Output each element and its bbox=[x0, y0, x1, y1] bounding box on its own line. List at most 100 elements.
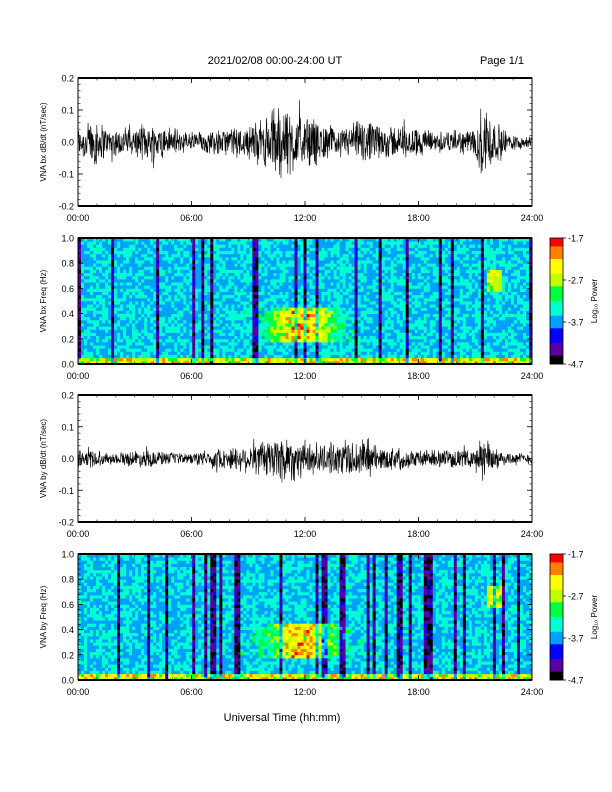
spectrogram-cell bbox=[432, 238, 437, 242]
spectrogram-cell bbox=[210, 304, 214, 308]
spectrogram-cell bbox=[279, 301, 283, 305]
spectrogram-cell bbox=[249, 360, 253, 365]
spectrogram-cell bbox=[171, 313, 175, 318]
spectrogram-cell bbox=[351, 297, 356, 302]
spectrogram-cell bbox=[99, 285, 103, 289]
spectrogram-cell bbox=[330, 263, 334, 267]
spectrogram-cell bbox=[252, 260, 256, 264]
spectrogram-cell bbox=[264, 238, 268, 242]
spectrogram-cell bbox=[375, 329, 380, 333]
spectrogram-cell bbox=[222, 323, 226, 327]
spectrogram-cell bbox=[282, 285, 286, 289]
spectrogram-cell bbox=[318, 282, 322, 286]
spectrogram-cell bbox=[213, 338, 217, 343]
spectrogram-cell bbox=[150, 282, 154, 286]
spectrogram-cell bbox=[177, 360, 181, 365]
spectrogram-cell bbox=[297, 250, 301, 255]
spectrogram-cell bbox=[180, 294, 184, 299]
spectrogram-cell bbox=[225, 256, 229, 261]
spectrogram-cell bbox=[324, 316, 328, 321]
spectrogram-cell bbox=[432, 332, 437, 337]
spectrogram-cell bbox=[93, 304, 97, 308]
spectrogram-cell bbox=[420, 310, 425, 314]
spectrogram-cell bbox=[273, 253, 277, 258]
spectrogram-cell bbox=[345, 263, 349, 267]
spectrogram-cell bbox=[180, 319, 184, 324]
spectrogram-cell bbox=[354, 310, 359, 314]
spectrogram-cell bbox=[141, 323, 145, 327]
spectrogram-cell bbox=[381, 288, 386, 292]
spectrogram-cell bbox=[396, 323, 401, 327]
spectrogram-cell bbox=[318, 241, 322, 245]
spectrogram-cell bbox=[270, 266, 274, 270]
spectrogram-cell bbox=[438, 348, 443, 352]
spectrogram-cell bbox=[411, 278, 416, 283]
spectrogram-cell bbox=[297, 278, 301, 283]
spectrogram-cell bbox=[423, 351, 428, 355]
spectrogram-cell bbox=[396, 294, 401, 299]
spectrogram-cell bbox=[237, 275, 241, 280]
spectrogram-cell bbox=[162, 256, 166, 261]
spectrogram-cell bbox=[216, 294, 220, 299]
spectrogram-cell bbox=[330, 360, 334, 365]
spectrogram-cell bbox=[222, 285, 226, 289]
spectrogram-cell bbox=[273, 269, 277, 274]
spectrogram-cell bbox=[354, 263, 359, 267]
spectrogram-cell bbox=[255, 294, 259, 299]
spectrogram-cell bbox=[207, 266, 211, 270]
spectrogram-cell bbox=[180, 291, 184, 296]
spectrogram-cell bbox=[246, 345, 250, 349]
spectrogram-cell bbox=[162, 301, 166, 305]
spectrogram-cell bbox=[141, 316, 145, 321]
spectrogram-cell bbox=[228, 291, 232, 296]
spectrogram-cell bbox=[261, 272, 265, 277]
spectrogram-cell bbox=[375, 345, 380, 349]
spectrogram-cell bbox=[327, 294, 331, 299]
spectrogram-cell bbox=[390, 310, 395, 314]
spectrogram-cell bbox=[174, 348, 178, 352]
spectrogram-cell bbox=[381, 329, 386, 333]
spectrogram-cell bbox=[309, 244, 313, 248]
spectrogram-cell bbox=[285, 247, 289, 251]
spectrogram-cell bbox=[246, 269, 250, 274]
spectrogram-cell bbox=[261, 260, 265, 264]
spectrogram-cell bbox=[399, 354, 404, 359]
spectrogram-cell bbox=[192, 297, 196, 302]
spectrogram-cell bbox=[99, 278, 103, 283]
spectrogram-cell bbox=[321, 297, 325, 302]
spectrogram-cell bbox=[198, 266, 202, 270]
spectrogram-cell bbox=[120, 301, 124, 305]
spectrogram-cell bbox=[117, 278, 121, 283]
spectrogram-cell bbox=[267, 323, 271, 327]
spectrogram-cell bbox=[195, 260, 199, 264]
spectrogram-cell bbox=[414, 266, 419, 270]
spectrogram-cell bbox=[249, 253, 253, 258]
spectrogram-cell bbox=[234, 288, 238, 292]
spectrogram-cell bbox=[150, 247, 154, 251]
spectrogram-cell bbox=[384, 307, 389, 311]
spectrogram-cell bbox=[417, 291, 422, 296]
spectrogram-cell bbox=[402, 307, 407, 311]
spectrogram-cell bbox=[225, 278, 229, 283]
spectrogram-cell bbox=[420, 326, 425, 330]
spectrogram-cell bbox=[291, 253, 295, 258]
spectrogram-cell bbox=[219, 329, 223, 333]
spectrogram-cell bbox=[84, 238, 88, 242]
spectrogram-cell bbox=[168, 319, 172, 324]
spectrogram-cell bbox=[213, 282, 217, 286]
spectrogram-cell bbox=[180, 335, 184, 340]
spectrogram-cell bbox=[252, 329, 256, 333]
spectrogram-cell bbox=[201, 238, 205, 242]
spectrogram-cell bbox=[135, 260, 139, 264]
spectrogram-cell bbox=[99, 360, 103, 365]
spectrogram-cell bbox=[93, 323, 97, 327]
spectrogram-cell bbox=[297, 275, 301, 280]
spectrogram-cell bbox=[201, 278, 205, 283]
spectrogram-cell bbox=[261, 329, 265, 333]
spectrogram-cell bbox=[105, 256, 109, 261]
spectrogram-cell bbox=[393, 332, 398, 337]
spectrogram-cell bbox=[234, 319, 238, 324]
spectrogram-cell bbox=[318, 354, 322, 359]
spectrogram-cell bbox=[288, 304, 292, 308]
spectrogram-cell bbox=[222, 241, 226, 245]
